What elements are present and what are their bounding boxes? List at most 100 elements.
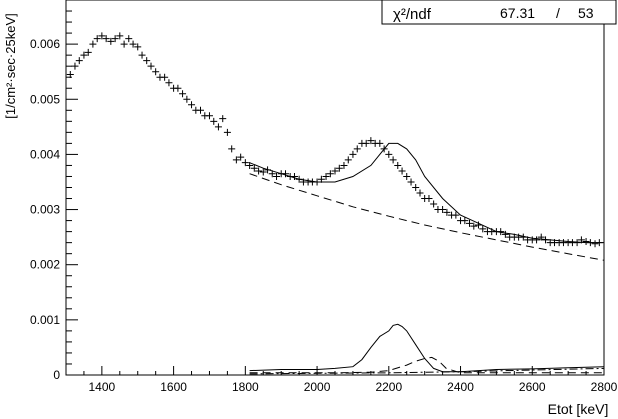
data-point [165,79,173,87]
data-point [326,170,334,178]
data-point [179,90,187,98]
data-point [228,145,236,153]
y-axis-label: [1/cm²·sec·25keV] [3,13,18,118]
data-point [138,51,146,59]
chi2-ndf-label: χ²/ndf [393,6,432,23]
data-point [241,159,249,167]
y-tick-label: 0.002 [30,258,60,272]
data-point [349,150,357,158]
data-point [188,101,196,109]
dashed-curve [249,173,605,261]
data-point [439,206,447,214]
data-point [116,32,124,40]
data-point [250,164,258,172]
data-point [102,35,110,43]
data-point [75,57,83,65]
data-point [282,170,290,178]
data-point [416,189,424,197]
ndf-value: 53 [578,5,594,21]
data-point [197,106,204,114]
data-point [259,168,267,176]
data-point [331,167,339,175]
data-point [273,172,281,180]
x-axis-label: Etot [keV] [548,401,609,417]
y-tick-label: 0.005 [30,92,60,106]
data-point [533,236,541,244]
x-tick-label: 2600 [519,380,546,394]
data-point [394,161,402,169]
x-tick-label: 2400 [447,380,474,394]
data-point [443,208,451,216]
x-tick-label: 1400 [89,380,116,394]
y-tick-label: 0.001 [30,313,60,327]
data-point [143,57,151,65]
data-point [80,51,88,59]
data-point [389,156,397,164]
stats-box-frame [381,0,617,25]
data-point [205,112,213,120]
data-point [89,40,97,48]
data-point [183,95,191,103]
x-tick-label: 1600 [160,380,187,394]
chi2-value: 67.31 [500,5,535,21]
y-tick-label: 0.003 [30,203,60,217]
data-point [344,156,352,164]
data-point [385,150,393,158]
data-point [479,225,487,233]
data-point [591,240,599,248]
y-tick-label: 0.006 [30,37,60,51]
data-point [107,37,115,45]
data-point [98,32,106,40]
data-point [174,84,182,92]
data-point [111,35,119,43]
dashdot-curve [249,367,605,375]
data-point [407,178,415,186]
stats-box: χ²/ndf 67.31 / 53 [381,0,617,25]
data-point [219,115,227,123]
data-point [290,172,298,180]
x-tick-label: 1800 [232,380,259,394]
data-point [582,238,590,246]
data-point [425,195,433,203]
data-point [210,117,218,125]
data-point [466,219,473,227]
axis-ticks: 1400 1600 1800 2000 2200 2400 2600 2800 0 0.001 0.… [30,10,618,394]
data-point [398,167,406,175]
data-point [335,164,343,172]
data-point [430,200,438,208]
data-point [322,172,330,180]
data-point [362,139,370,147]
data-point [237,153,245,161]
data-point [147,62,155,70]
x-tick-label: 2800 [591,380,618,394]
data-point [152,68,160,76]
data-point [125,35,133,43]
data-point [66,70,74,78]
stats-separator: / [556,5,560,21]
data-point [134,43,142,51]
fit-curve [249,323,605,373]
series-group [66,32,605,375]
data-point [474,221,482,229]
data-point [470,222,478,230]
data-point [161,73,169,81]
data-point [376,139,384,147]
data-point [452,211,460,219]
data-point [353,145,361,153]
data-point [71,62,79,70]
data-point [84,48,92,56]
dashed-curve [249,356,604,374]
data-point [223,128,231,136]
data-point [340,161,348,169]
x-tick-label: 2000 [304,380,331,394]
data-point [501,230,509,238]
x-tick-label: 2200 [375,380,402,394]
y-tick-label: 0.004 [30,147,60,161]
data-point [367,137,375,145]
data-point [412,184,420,191]
y-tick-label: 0 [53,368,60,382]
data-point [403,172,411,180]
data-point [214,123,222,131]
